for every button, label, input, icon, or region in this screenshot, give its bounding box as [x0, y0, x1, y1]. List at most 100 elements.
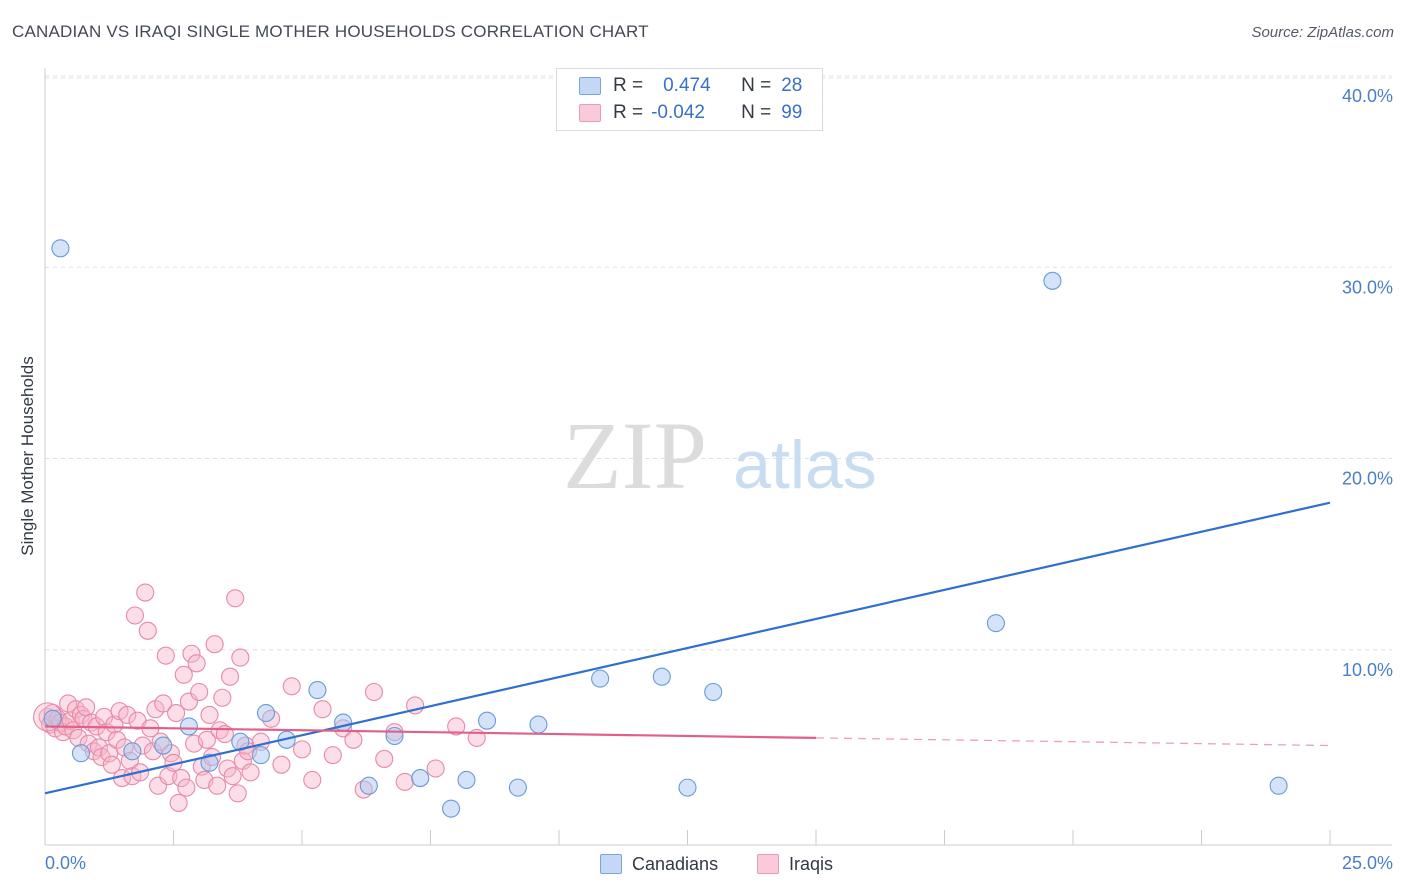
- iraqi-point: [200, 705, 219, 725]
- canadian-point: [1043, 271, 1062, 290]
- legend-row-iraqis: R = -0.042 N = 99: [579, 100, 802, 126]
- iraqi-point: [323, 746, 342, 765]
- iraqi-point: [241, 763, 260, 782]
- legend-r-value-canadians: 0.474: [663, 75, 711, 96]
- iraqi-point: [138, 621, 157, 640]
- canadian-point: [71, 744, 91, 763]
- canadian-point: [154, 736, 173, 755]
- trend-layer: [44, 501, 1331, 795]
- iraqi-point: [154, 694, 173, 713]
- iraqi-point: [364, 682, 384, 702]
- iraqi-point: [447, 717, 466, 736]
- iraqi-point: [107, 730, 127, 749]
- iraqi-point: [125, 606, 144, 625]
- iraqi-point: [213, 688, 232, 707]
- iraqi-point: [197, 730, 216, 749]
- iraqi-point: [220, 667, 240, 686]
- bottom-legend-iraqis[interactable]: Iraqis: [757, 851, 833, 877]
- iraqi-point: [292, 740, 312, 759]
- legend-r-label: R =: [613, 102, 644, 123]
- canadian-point: [43, 709, 62, 728]
- canadian-point: [256, 703, 276, 723]
- canadian-point: [334, 713, 353, 732]
- x-tick-label-min: 0.0%: [45, 853, 86, 873]
- iraqi-point: [177, 778, 196, 797]
- iraqi-point: [182, 644, 201, 663]
- iraqi-point: [375, 749, 394, 768]
- canadian-point: [652, 667, 671, 686]
- canadian-point: [385, 726, 404, 746]
- iraqi-point: [223, 767, 242, 786]
- y-tick-label: 30.0%: [1342, 277, 1393, 297]
- legend-row-canadians: R = 0.474 N = 28: [579, 73, 802, 99]
- legend-r-label: R =: [613, 75, 644, 96]
- watermark-zip: ZIP: [563, 402, 707, 509]
- legend-r-value-iraqis: -0.042: [651, 102, 705, 123]
- y-tick-label: 20.0%: [1342, 469, 1393, 489]
- canadian-point: [1269, 776, 1288, 795]
- iraqi-point: [172, 769, 191, 788]
- canadian-point: [529, 715, 548, 734]
- watermark-atlas: atlas: [733, 427, 877, 503]
- tick-label-layer: 10.0% 20.0% 30.0% 40.0% 0.0% 25.0%: [45, 86, 1393, 873]
- iraqis-legend-swatch: [757, 854, 779, 874]
- canadian-point: [508, 778, 527, 797]
- canadian-point: [477, 711, 497, 730]
- iraqi-point: [156, 646, 175, 665]
- canadian-point: [678, 778, 697, 797]
- bottom-legend-canadians[interactable]: Canadians: [600, 851, 718, 877]
- iraqi-point: [205, 635, 224, 654]
- canadians-swatch: [579, 77, 601, 95]
- iraqi-point: [136, 583, 155, 602]
- iraqi-point: [313, 700, 332, 719]
- legend-n-label: N =: [741, 102, 772, 123]
- grid-layer: [45, 75, 1392, 651]
- canadian-point: [308, 681, 327, 700]
- trend-line-canadians: [44, 501, 1331, 795]
- iraqi-point: [208, 776, 227, 795]
- iraqi-point: [344, 730, 363, 749]
- canadian-point: [359, 776, 378, 795]
- watermark: ZIP atlas: [563, 402, 877, 509]
- iraqi-point: [77, 698, 96, 717]
- y-tick-label: 10.0%: [1342, 660, 1393, 680]
- canadian-point: [704, 682, 723, 702]
- canadian-point: [591, 669, 610, 688]
- iraqi-point: [282, 677, 301, 696]
- iraqi-point: [187, 654, 206, 673]
- canadian-point: [986, 614, 1005, 633]
- trend-line-iraqis: [44, 725, 817, 739]
- canadian-point: [51, 239, 70, 258]
- iraqi-point: [190, 682, 209, 702]
- iraqi-point: [426, 759, 445, 778]
- iraqi-point: [395, 772, 414, 791]
- iraqi-point: [174, 665, 193, 684]
- canadians-legend-swatch: [600, 854, 622, 874]
- iraqi-point: [228, 784, 247, 803]
- canadian-point: [179, 717, 198, 736]
- canadian-point: [200, 753, 219, 772]
- canadian-point: [442, 799, 461, 818]
- iraqis-swatch: [579, 104, 601, 122]
- iraqi-point: [303, 770, 322, 790]
- iraqi-point: [226, 589, 245, 608]
- iraqi-point: [272, 755, 291, 774]
- iraqi-point: [102, 755, 121, 774]
- x-tick-label-max: 25.0%: [1342, 853, 1393, 873]
- iraqi-point: [105, 715, 124, 734]
- canadian-points: [43, 239, 1288, 818]
- legend-n-value-iraqis: 99: [781, 102, 803, 123]
- chart-title: CANADIAN VS IRAQI SINGLE MOTHER HOUSEHOL…: [12, 22, 649, 41]
- canadian-point: [457, 770, 476, 790]
- source-label: Source: ZipAtlas.com: [1251, 24, 1394, 41]
- canadians-legend-label: Canadians: [632, 853, 719, 874]
- iraqi-point: [118, 705, 137, 725]
- y-tick-label: 40.0%: [1342, 86, 1393, 106]
- correlation-legend: R = 0.474 N = 28 R = -0.042 N = 99: [556, 68, 823, 131]
- iraqi-point: [231, 648, 250, 667]
- legend-n-value-canadians: 28: [781, 75, 803, 96]
- iraqis-legend-label: Iraqis: [789, 853, 834, 874]
- iraqi-point: [169, 793, 188, 812]
- legend-n-label: N =: [741, 75, 772, 96]
